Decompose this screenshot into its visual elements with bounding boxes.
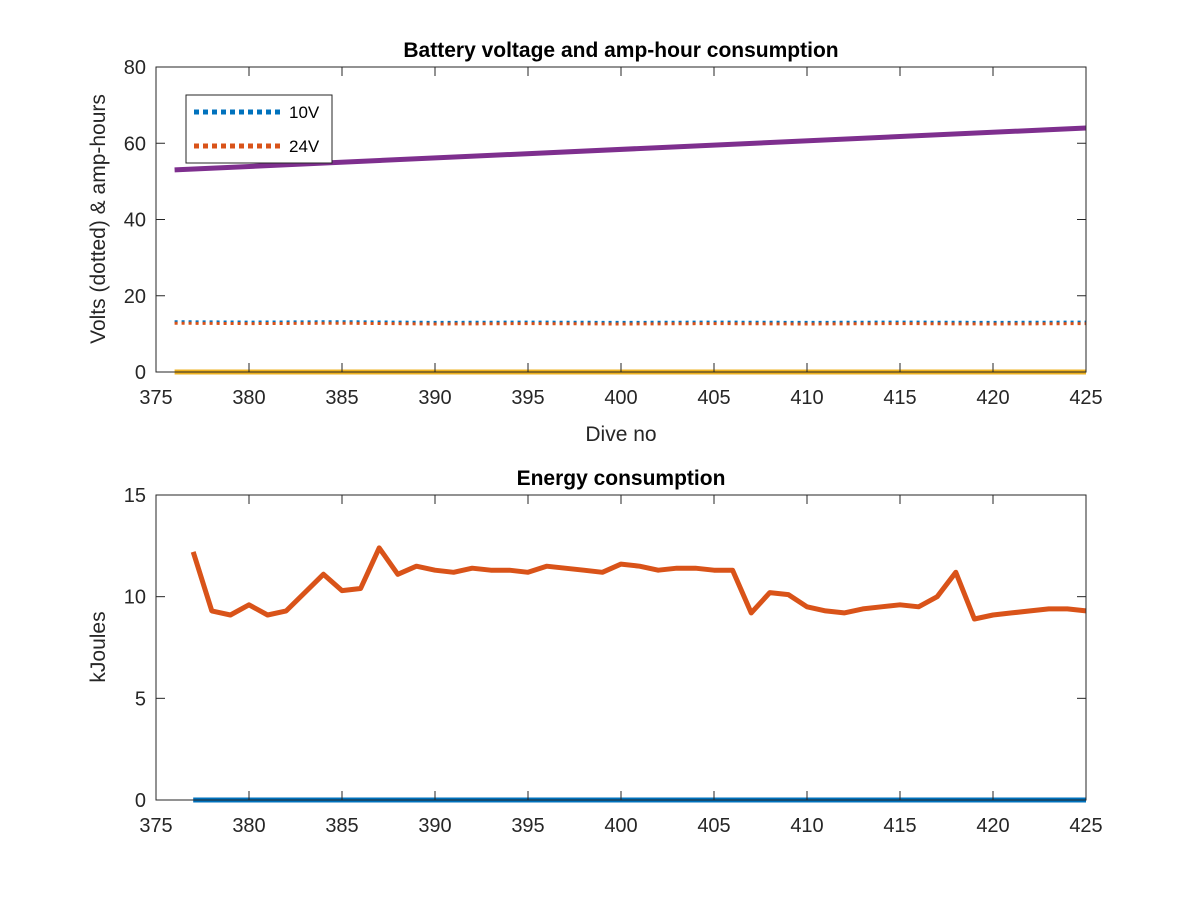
x-tick-label-top: 425 <box>1069 387 1102 409</box>
x-tick-label-bottom: 380 <box>232 815 265 837</box>
voltage-amphour-subplot: Battery voltage and amp-hour consumption… <box>87 39 1103 446</box>
x-tick-label-bottom: 385 <box>325 815 358 837</box>
x-tick-label-bottom: 375 <box>139 815 172 837</box>
x-tick-label-bottom: 400 <box>604 815 637 837</box>
x-tick-label-top: 415 <box>883 387 916 409</box>
y-tick-label-top: 60 <box>124 133 146 155</box>
series-line-top-10v <box>174 320 1087 324</box>
x-tick-label-top: 405 <box>697 387 730 409</box>
x-tick-label-top: 385 <box>325 387 358 409</box>
y-tick-label-top: 0 <box>135 362 146 384</box>
x-tick-label-top: 395 <box>511 387 544 409</box>
tick-labels-top: 375 380 385 390 395 400 405 410 415 420 425 0 20 40 60… <box>124 57 1103 409</box>
x-tick-label-bottom: 405 <box>697 815 730 837</box>
x-tick-label-top: 380 <box>232 387 265 409</box>
x-tick-label-top: 410 <box>790 387 823 409</box>
y-tick-label-bottom: 5 <box>135 688 146 710</box>
axes-box-bottom <box>155 494 1087 801</box>
x-tick-label-bottom: 425 <box>1069 815 1102 837</box>
x-tick-label-bottom: 390 <box>418 815 451 837</box>
x-tick-label-top: 375 <box>139 387 172 409</box>
energy-subplot: Energy consumption kJoules 375 380 385 390 3… <box>87 467 1103 837</box>
y-tick-label-bottom: 10 <box>124 587 146 609</box>
x-tick-label-top: 400 <box>604 387 637 409</box>
y-tick-label-top: 20 <box>124 286 146 308</box>
legend: 10V 24V <box>185 94 333 164</box>
x-axis-label-dive-no: Dive no <box>585 423 656 446</box>
chart-title-voltage: Battery voltage and amp-hour consumption <box>403 39 838 62</box>
series-line-top-1 <box>174 321 1087 326</box>
tick-labels-bottom: 375 380 385 390 395 400 405 410 415 420 425 0 5 10 15 <box>124 485 1103 837</box>
y-tick-label-bottom: 0 <box>135 790 146 812</box>
series-line-bottom-1 <box>190 545 1087 622</box>
x-tick-label-bottom: 395 <box>511 815 544 837</box>
y-axis-label-volts-amphours: Volts (dotted) & amp-hours <box>87 94 110 344</box>
axes-box-top <box>155 66 1087 373</box>
y-tick-label-top: 80 <box>124 57 146 79</box>
legend-box <box>185 94 333 164</box>
x-tick-label-top: 420 <box>976 387 1009 409</box>
legend-label-10v: 10V <box>289 103 320 122</box>
y-tick-label-top: 40 <box>124 210 146 232</box>
x-tick-label-top: 390 <box>418 387 451 409</box>
x-tick-label-bottom: 420 <box>976 815 1009 837</box>
y-axis-label-kjoules: kJoules <box>87 611 110 682</box>
legend-label-24v: 24V <box>289 137 320 156</box>
chart-title-energy: Energy consumption <box>517 467 726 490</box>
x-tick-label-bottom: 415 <box>883 815 916 837</box>
y-tick-label-bottom: 15 <box>124 485 146 507</box>
x-tick-label-bottom: 410 <box>790 815 823 837</box>
